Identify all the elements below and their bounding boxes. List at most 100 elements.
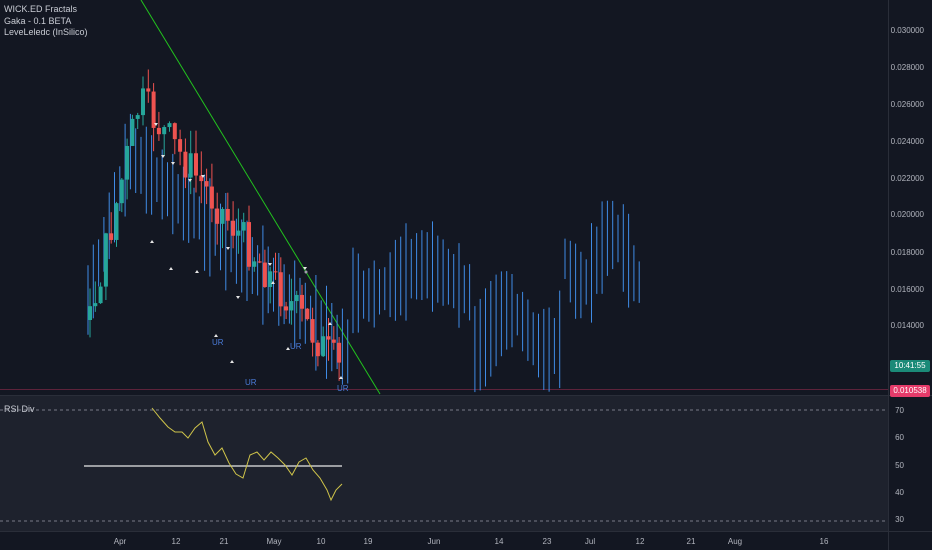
price-axis-label: 0.016000 — [890, 285, 924, 294]
rsi-axis-label: 50 — [895, 461, 904, 470]
candle-body — [225, 208, 230, 221]
candle-body — [294, 294, 299, 302]
candle-body — [151, 91, 156, 128]
candle-body — [167, 123, 172, 128]
candle-body — [209, 186, 214, 209]
fractal-up-marker — [328, 322, 332, 325]
candle-body — [273, 271, 278, 273]
time-axis-label: 10 — [316, 537, 326, 546]
time-axis-label: Apr — [113, 537, 127, 546]
fractal-down-marker — [188, 179, 192, 182]
trendline-handle[interactable] — [304, 270, 308, 274]
price-axis-label: 0.020000 — [890, 210, 924, 219]
candle-body — [119, 179, 124, 204]
price-axis-label: 0.022000 — [890, 174, 924, 183]
candle-body — [289, 301, 294, 311]
candle-body — [231, 220, 236, 236]
price-axis-label: 0.030000 — [890, 26, 924, 35]
rsi-axis-label: 60 — [895, 433, 904, 442]
time-axis-label: 14 — [494, 537, 504, 546]
legend-item-leveleledc[interactable]: LeveLeledc (InSilico) — [4, 27, 88, 37]
time-axis-label: Aug — [727, 537, 743, 546]
time-axis-label: 19 — [363, 537, 373, 546]
rsi-axis-label: 30 — [895, 515, 904, 524]
time-axis-label: 21 — [686, 537, 696, 546]
time-axis-label: 16 — [819, 537, 829, 546]
candle-body — [241, 222, 246, 231]
time-axis-label: Jun — [427, 537, 441, 546]
fractal-up-marker — [169, 267, 173, 270]
fractal-down-marker — [268, 263, 272, 266]
candle-body — [141, 88, 145, 116]
pivot-label: UR — [245, 378, 257, 387]
candle-body — [109, 233, 114, 240]
rsi-line — [151, 407, 343, 502]
candle-body — [93, 303, 98, 307]
candle-body — [268, 271, 273, 287]
candle-body — [125, 145, 130, 180]
price-axis-label: 0.028000 — [890, 63, 924, 72]
candle-body — [247, 222, 251, 267]
candle-body — [162, 127, 167, 135]
candle-body — [278, 272, 283, 307]
candle-body — [188, 153, 193, 178]
price-bars — [87, 69, 640, 393]
pivot-label: UR — [337, 384, 349, 393]
time-axis-label: 23 — [542, 537, 552, 546]
candle-body — [305, 308, 310, 320]
rsi-axis-label: 40 — [895, 488, 904, 497]
candle-body — [204, 181, 209, 187]
candle-body — [262, 262, 267, 287]
candle-body — [194, 153, 198, 176]
rsi-pane-title[interactable]: RSI Div — [4, 404, 35, 414]
fractal-up-marker — [195, 270, 199, 273]
fractal-down-marker — [201, 175, 205, 178]
fractal-down-marker — [303, 267, 307, 270]
time-axis-label: May — [266, 537, 282, 546]
countdown-badge: 10:41:55 — [890, 360, 930, 372]
rsi-axis-label: 70 — [895, 406, 904, 415]
last-price-badge: 0.010538 — [890, 385, 930, 397]
candle-body — [98, 286, 103, 304]
candle-body — [130, 118, 135, 146]
price-axis-label: 0.018000 — [890, 248, 924, 257]
fractal-down-marker — [154, 123, 158, 126]
fractal-down-marker — [171, 162, 175, 165]
candle-body — [321, 336, 326, 357]
candle-body — [114, 203, 119, 240]
candle-body — [146, 88, 151, 92]
candle-body — [178, 139, 183, 152]
fractal-down-marker — [226, 247, 230, 250]
time-axis-label: 12 — [171, 537, 181, 546]
candle-body — [331, 339, 336, 343]
trendline[interactable] — [140, 0, 381, 395]
fractal-up-marker — [339, 376, 343, 379]
candle-body — [88, 306, 92, 320]
fractal-up-marker — [230, 360, 234, 363]
candle-body — [199, 175, 204, 182]
candle-body — [103, 233, 108, 287]
legend-item-wicked-fractals[interactable]: WICK.ED Fractals — [4, 4, 78, 14]
time-axis-label: 21 — [219, 537, 229, 546]
candle-body — [220, 208, 225, 224]
candle-body — [315, 342, 320, 357]
candle-body — [135, 115, 140, 119]
time-axis-label: 12 — [635, 537, 645, 546]
candle-body — [172, 123, 177, 140]
candle-body — [183, 151, 188, 178]
fractal-up-marker — [271, 281, 275, 284]
price-axis-label: 0.024000 — [890, 137, 924, 146]
price-axis-label: 0.014000 — [890, 321, 924, 330]
pivot-label: UR — [212, 338, 224, 347]
fractal-up-marker — [286, 347, 290, 350]
candle-body — [326, 336, 331, 340]
legend-item-gaka[interactable]: Gaka - 0.1 BETA — [4, 15, 72, 26]
candle-body — [337, 342, 342, 363]
pivot-label: UR — [290, 342, 302, 351]
candle-body — [300, 294, 304, 309]
rsi-pane-background — [0, 395, 888, 531]
fractal-up-marker — [214, 334, 218, 337]
candle-body — [156, 127, 161, 135]
candle-body — [215, 208, 220, 224]
